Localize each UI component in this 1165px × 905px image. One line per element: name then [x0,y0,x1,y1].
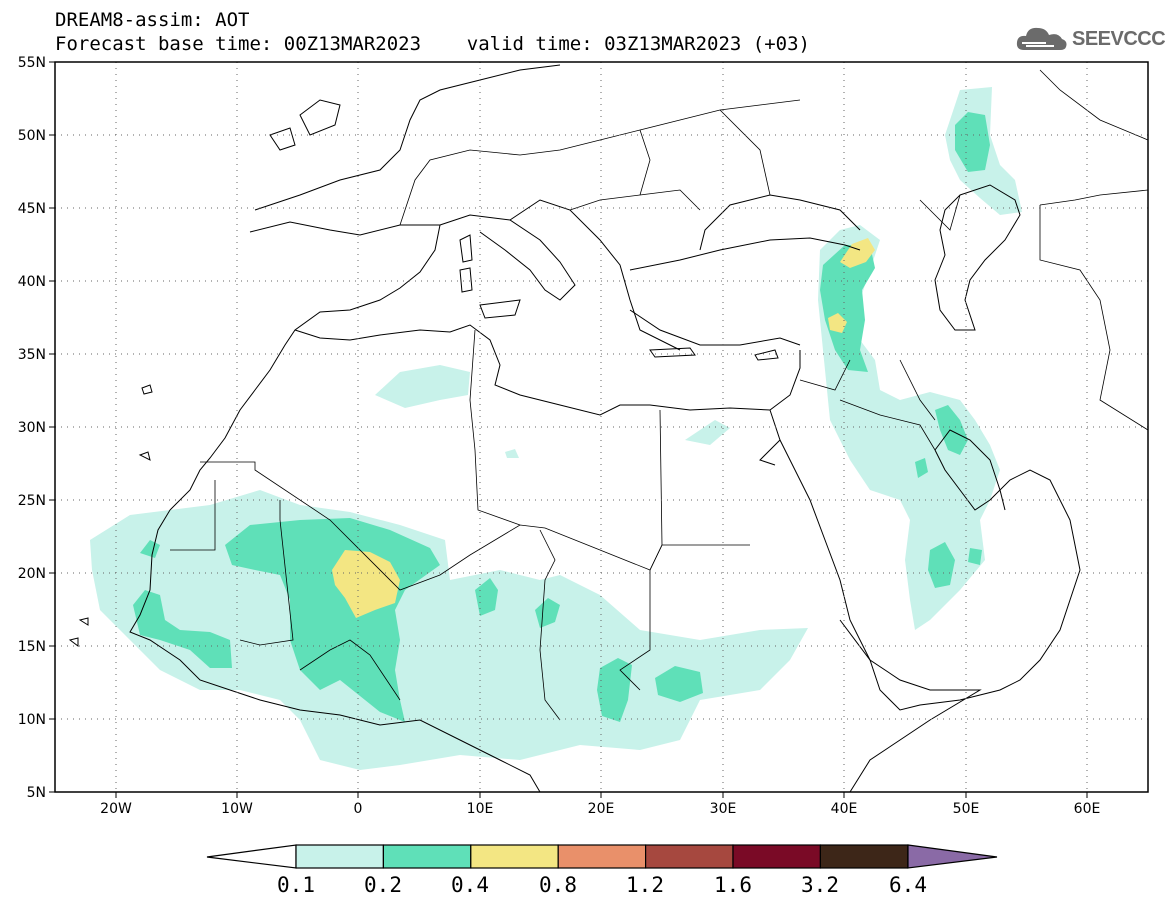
aot-layer-0.4 [332,238,875,618]
lat-label: 50N [18,128,46,144]
seevccc-logo: SEEVCCC [1016,24,1165,54]
lat-label: 30N [18,420,46,436]
lon-label: 10E [467,801,494,817]
lat-label: 40N [18,274,46,290]
forecast-time-line: Forecast base time: 00Z13MAR2023 valid t… [55,33,810,55]
axis-ticks [49,61,1088,798]
lon-label: 60E [1074,801,1101,817]
lon-label: 40E [831,801,858,817]
lat-labels: 55N 50N 45N 40N 35N 30N 25N 20N 15N 10N … [18,55,46,801]
lat-label: 15N [18,639,46,655]
lat-label: 45N [18,201,46,217]
country-borders [170,69,1149,721]
graticule [55,62,1148,792]
lat-label: 5N [27,785,46,801]
lon-label: 50E [953,801,980,817]
lon-label: 20E [588,801,615,817]
lat-label: 20N [18,566,46,582]
lat-label: 35N [18,347,46,363]
lon-label: 30E [710,801,737,817]
lat-label: 25N [18,493,46,509]
lat-label: 10N [18,712,46,728]
lon-label: 0 [354,801,363,817]
map-title: DREAM8-assim: AOT [55,9,250,31]
lon-labels: 20W 10W 0 10E 20E 30E 40E 50E 60E [100,801,1100,817]
logo-text: SEEVCCC [1072,27,1165,50]
coastlines [68,64,1081,793]
lon-label: 20W [100,801,132,817]
cloud-icon [1016,27,1067,50]
lat-label: 55N [18,55,46,71]
lon-label: 10W [221,801,253,817]
